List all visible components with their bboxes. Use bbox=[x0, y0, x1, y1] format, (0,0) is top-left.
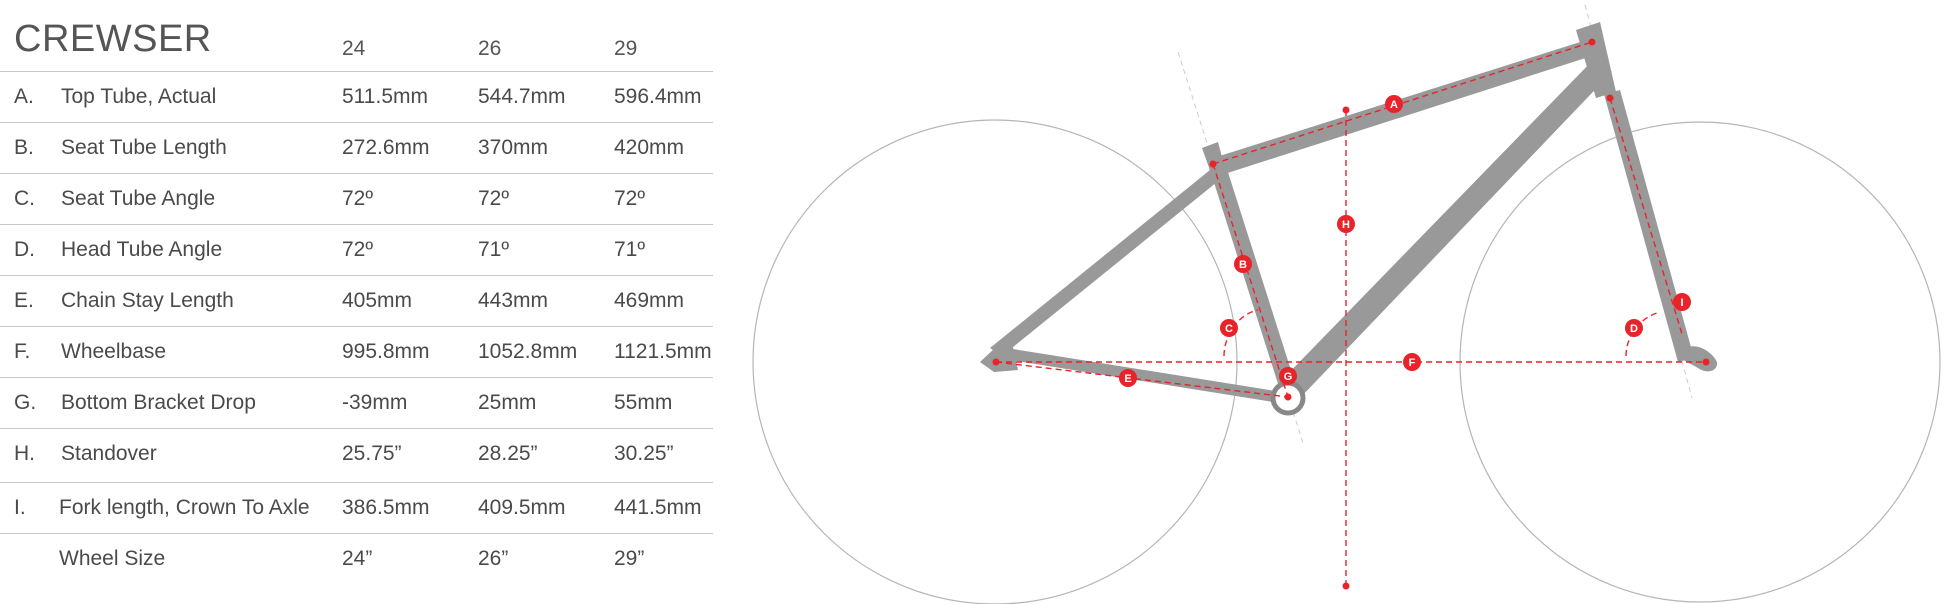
row-letter: A. bbox=[14, 85, 34, 108]
table-row: Wheel Size 24” 26” 29” bbox=[0, 533, 713, 585]
row-value-24: 386.5mm bbox=[342, 496, 430, 519]
row-name: Top Tube, Actual bbox=[61, 85, 217, 108]
row-name: Chain Stay Length bbox=[61, 289, 234, 312]
row-name: Seat Tube Angle bbox=[61, 187, 216, 210]
row-name: Standover bbox=[61, 442, 157, 465]
row-value-26: 72º bbox=[478, 187, 510, 210]
row-value-29: 1121.5mm bbox=[614, 340, 712, 363]
svg-text:B: B bbox=[1239, 259, 1247, 271]
row-value-29: 55mm bbox=[614, 391, 673, 414]
row-value-24: 511.5mm bbox=[342, 85, 428, 108]
svg-text:D: D bbox=[1630, 323, 1638, 335]
row-value-26: 443mm bbox=[478, 289, 549, 312]
row-value-24: 72º bbox=[342, 187, 374, 210]
row-value-29: 71º bbox=[614, 238, 646, 261]
row-value-24: 72º bbox=[342, 238, 374, 261]
table-row: I. Fork length, Crown To Axle 386.5mm 40… bbox=[0, 482, 713, 534]
row-name: Fork length, Crown To Axle bbox=[59, 496, 310, 519]
row-value-26: 409.5mm bbox=[478, 496, 566, 519]
row-value-29: 72º bbox=[614, 187, 646, 210]
top-tube-line bbox=[1212, 41, 1593, 165]
table-row: D. Head Tube Angle 72º 71º 71º bbox=[0, 224, 713, 276]
row-value-24: 24” bbox=[342, 547, 373, 570]
badge-a: A bbox=[1385, 95, 1403, 113]
size-header-24: 24 bbox=[342, 37, 366, 60]
row-value-24: -39mm bbox=[342, 391, 408, 414]
table-row: G. Bottom Bracket Drop -39mm 25mm 55mm bbox=[0, 377, 713, 429]
row-value-24: 405mm bbox=[342, 289, 413, 312]
row-value-26: 370mm bbox=[478, 136, 549, 159]
badge-f: F bbox=[1403, 353, 1421, 371]
svg-text:G: G bbox=[1284, 371, 1293, 383]
row-letter: B. bbox=[14, 136, 34, 159]
chainstay-line bbox=[995, 361, 1289, 398]
row-value-26: 25mm bbox=[478, 391, 537, 414]
table-row: E. Chain Stay Length 405mm 443mm 469mm bbox=[0, 275, 713, 327]
table-title: CREWSER bbox=[14, 18, 212, 60]
badge-c: C bbox=[1220, 319, 1238, 337]
svg-text:F: F bbox=[1409, 357, 1416, 369]
row-name: Head Tube Angle bbox=[61, 238, 223, 261]
badge-g: G bbox=[1279, 367, 1297, 385]
row-letter: G. bbox=[14, 391, 37, 414]
row-letter: D. bbox=[14, 238, 35, 261]
row-value-29: 469mm bbox=[614, 289, 685, 312]
row-name: Wheel Size bbox=[59, 547, 166, 570]
row-letter: I. bbox=[14, 496, 26, 519]
row-value-26: 28.25” bbox=[478, 442, 538, 465]
head-angle-arc bbox=[1625, 311, 1661, 357]
size-header-26: 26 bbox=[478, 37, 502, 60]
row-value-29: 420mm bbox=[614, 136, 685, 159]
row-value-29: 29” bbox=[614, 547, 645, 570]
svg-text:C: C bbox=[1225, 323, 1233, 335]
table-row: H. Standover 25.75” 28.25” 30.25” bbox=[0, 428, 713, 480]
table-row: A. Top Tube, Actual 511.5mm 544.7mm 596.… bbox=[0, 71, 713, 123]
row-letter: H. bbox=[14, 442, 35, 465]
size-header-29: 29 bbox=[614, 37, 638, 60]
row-letter: E. bbox=[14, 289, 34, 312]
svg-text:H: H bbox=[1342, 219, 1350, 231]
badge-i: I bbox=[1673, 293, 1691, 311]
measurement-dots bbox=[992, 38, 1710, 590]
badge-b: B bbox=[1234, 255, 1252, 273]
row-value-26: 26” bbox=[478, 547, 509, 570]
row-name: Bottom Bracket Drop bbox=[61, 391, 256, 414]
row-name: Wheelbase bbox=[61, 340, 167, 363]
badge-d: D bbox=[1625, 319, 1643, 337]
svg-text:E: E bbox=[1124, 373, 1131, 385]
table-row: F. Wheelbase 995.8mm 1052.8mm 1121.5mm bbox=[0, 326, 713, 378]
row-value-29: 596.4mm bbox=[614, 85, 702, 108]
badge-h: H bbox=[1337, 215, 1355, 233]
table-row: C. Seat Tube Angle 72º 72º 72º bbox=[0, 173, 713, 225]
row-value-26: 71º bbox=[478, 238, 510, 261]
row-value-24: 25.75” bbox=[342, 442, 402, 465]
bike-geometry-diagram: A B C D E F G H I bbox=[752, 4, 1941, 604]
row-value-24: 995.8mm bbox=[342, 340, 430, 363]
row-value-26: 544.7mm bbox=[478, 85, 566, 108]
row-value-26: 1052.8mm bbox=[478, 340, 578, 363]
row-value-29: 441.5mm bbox=[614, 496, 702, 519]
row-letter: C. bbox=[14, 187, 35, 210]
seat-tube-line bbox=[1212, 163, 1289, 398]
badge-e: E bbox=[1119, 369, 1137, 387]
fork-line bbox=[1609, 97, 1683, 335]
svg-text:I: I bbox=[1680, 297, 1683, 309]
row-letter: F. bbox=[14, 340, 31, 363]
table-row: B. Seat Tube Length 272.6mm 370mm 420mm bbox=[0, 122, 713, 174]
row-name: Seat Tube Length bbox=[61, 136, 227, 159]
svg-text:A: A bbox=[1390, 99, 1398, 111]
row-value-29: 30.25” bbox=[614, 442, 674, 465]
row-value-24: 272.6mm bbox=[342, 136, 430, 159]
